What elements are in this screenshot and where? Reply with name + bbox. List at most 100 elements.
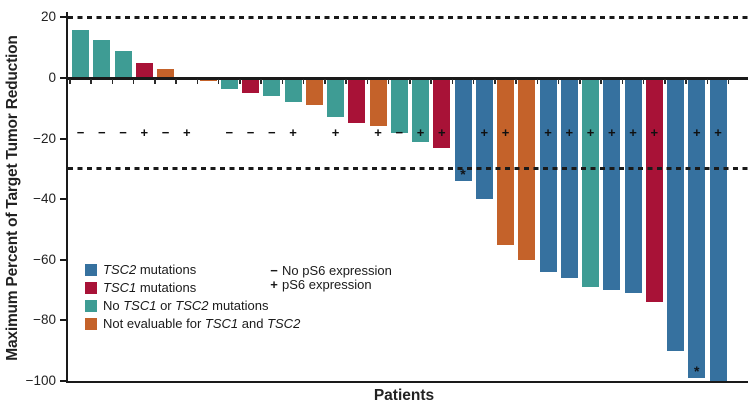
legend-swatch [85, 300, 97, 312]
y-tick-mark [60, 77, 66, 79]
ps6-symbol: + [692, 125, 701, 140]
ps6-legend-symbol: + [270, 276, 278, 292]
ps6-legend-label: pS6 expression [282, 276, 372, 292]
legend-label-text: TSC1 [204, 316, 239, 331]
baseline-tick [536, 79, 539, 84]
y-tick-label: −100 [25, 373, 56, 388]
ps6-symbol: − [395, 125, 404, 140]
patient-bar [539, 78, 557, 272]
legend-label-text: mutations [136, 280, 197, 295]
y-tick-mark [60, 319, 66, 322]
y-tick-label: −60 [33, 251, 56, 267]
baseline-tick [345, 79, 347, 84]
baseline-tick [515, 79, 517, 84]
patient-bar [624, 78, 642, 294]
ps6-symbol: − [246, 125, 255, 140]
baseline-tick [302, 79, 305, 84]
legend-swatch [85, 282, 97, 294]
ps6-symbol: − [161, 125, 170, 140]
baseline-tick [217, 79, 220, 84]
legend-label-text: TSC1 [123, 298, 157, 313]
baseline-tick [600, 79, 602, 84]
patient-bar [114, 50, 132, 78]
legend-swatch [85, 318, 97, 330]
y-tick-mark [60, 198, 66, 201]
ps6-symbol: − [97, 125, 106, 140]
ps6-symbol: + [416, 125, 425, 140]
ps6-symbol: + [140, 125, 149, 140]
baseline-tick [451, 79, 454, 84]
patient-bar [667, 78, 684, 351]
legend-label-text: TSC1 [103, 280, 137, 295]
patient-bar [497, 78, 514, 245]
y-tick-label: 20 [40, 9, 56, 25]
reference-line-plus-20 [68, 15, 748, 19]
baseline-tick [196, 79, 199, 84]
asterisk-annotation: * [460, 166, 466, 183]
y-tick-label: 0 [48, 70, 56, 85]
ps6-symbol: − [267, 125, 276, 140]
patient-bar [157, 68, 174, 78]
patient-bar [454, 78, 472, 182]
legend-swatch [85, 264, 97, 276]
baseline-tick [175, 79, 177, 84]
legend-item-label: Not evaluable for TSC1 and TSC2 [103, 317, 300, 331]
baseline-tick [685, 79, 687, 84]
zero-baseline [68, 76, 748, 80]
ps6-symbol: − [225, 125, 234, 140]
ps6-symbol: − [76, 125, 85, 140]
baseline-tick [324, 79, 326, 84]
ps6-symbol: + [480, 125, 489, 140]
patient-bar [263, 78, 281, 97]
y-tick-mark [60, 258, 66, 261]
asterisk-annotation: * [694, 362, 700, 379]
patient-bar [305, 78, 323, 106]
ps6-symbol: + [182, 125, 191, 140]
y-tick-mark [60, 380, 66, 382]
baseline-tick [494, 79, 496, 84]
legend-label-text: Not evaluable for [103, 316, 205, 331]
patient-bar [327, 78, 344, 118]
y-tick-label: −80 [33, 312, 56, 328]
ps6-legend-symbol: − [270, 263, 278, 278]
legend-label-text: mutations [136, 262, 197, 277]
baseline-tick [239, 79, 241, 84]
y-axis-line [65, 12, 68, 383]
ps6-symbol: + [650, 125, 659, 140]
ps6-symbol: + [437, 125, 446, 140]
y-tick-label: −20 [33, 130, 56, 146]
patient-bar [220, 78, 238, 89]
patient-bar [645, 78, 663, 303]
baseline-tick [387, 79, 390, 84]
legend-label-text: or [156, 298, 176, 313]
ps6-symbol: + [289, 125, 297, 140]
patient-bar [93, 40, 111, 78]
baseline-tick [132, 79, 135, 84]
legend-label-text: mutations [208, 298, 269, 313]
y-tick-mark [60, 137, 66, 140]
patient-bar [560, 78, 578, 278]
baseline-tick [557, 79, 560, 84]
ps6-symbol: + [714, 125, 722, 140]
legend-label-text: TSC2 [267, 316, 301, 331]
patient-bar [390, 78, 408, 133]
ps6-symbol: + [565, 125, 574, 140]
baseline-tick [621, 79, 624, 84]
ps6-symbol: − [119, 125, 127, 140]
baseline-tick [260, 79, 262, 84]
patient-bar [412, 78, 429, 142]
baseline-tick [727, 79, 730, 84]
ps6-symbol: + [544, 125, 552, 140]
patient-bar [135, 62, 153, 78]
baseline-tick [472, 79, 475, 84]
baseline-tick [111, 79, 114, 84]
ps6-symbol: + [374, 125, 382, 140]
baseline-tick [69, 79, 71, 84]
ps6-symbol: + [501, 125, 510, 140]
legend-item-label: TSC2 mutations [103, 263, 196, 277]
reference-line-minus-30 [68, 167, 748, 171]
patient-bar [284, 78, 302, 103]
baseline-tick [642, 79, 645, 84]
baseline-tick [90, 79, 92, 84]
